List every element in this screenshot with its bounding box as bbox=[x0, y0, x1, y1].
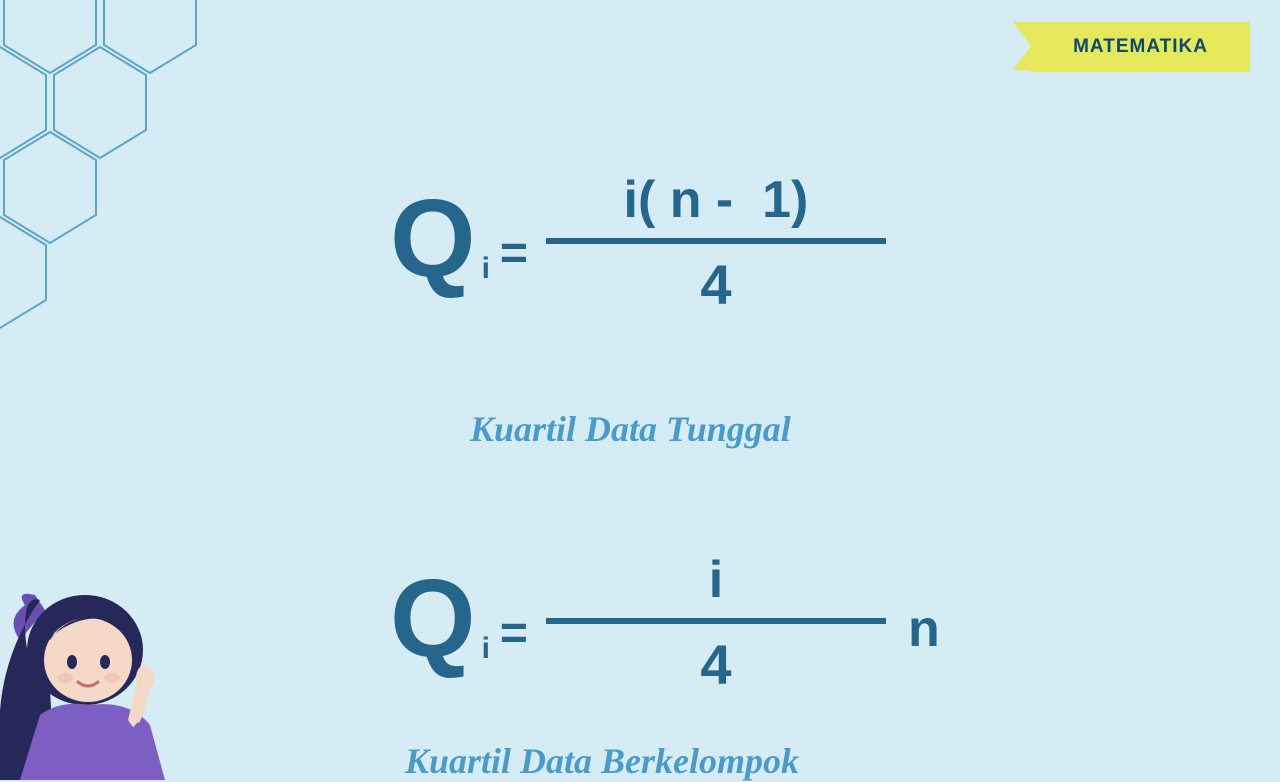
formula-trailing: n bbox=[908, 599, 940, 659]
equals-sign: = bbox=[500, 606, 528, 661]
formula-subscript: i bbox=[482, 252, 490, 286]
formula-symbol: Q bbox=[390, 564, 476, 674]
fraction-line bbox=[546, 618, 886, 624]
formula-fraction: i( n - 1) 4 bbox=[546, 170, 886, 317]
fraction-line bbox=[546, 238, 886, 244]
subtitle-grouped-data: Kuartil Data Berkelompok bbox=[405, 740, 799, 782]
hexagon-decoration bbox=[0, 0, 340, 360]
formula-single-data: Q i = i( n - 1) 4 bbox=[390, 160, 886, 317]
formula-subscript: i bbox=[482, 632, 490, 666]
badge-label: MATEMATIKA bbox=[1073, 36, 1208, 57]
formula-grouped-data: Q i = i 4 n bbox=[390, 540, 940, 697]
formula-denominator: 4 bbox=[700, 252, 731, 317]
equals-sign: = bbox=[500, 226, 528, 281]
formula-denominator: 4 bbox=[700, 632, 731, 697]
formula-fraction: i 4 bbox=[546, 550, 886, 697]
subtitle-single-data: Kuartil Data Tunggal bbox=[470, 408, 791, 450]
subject-badge: MATEMATIKA bbox=[1031, 22, 1250, 72]
formula-symbol: Q bbox=[390, 184, 476, 294]
character-illustration bbox=[0, 550, 210, 780]
formula-numerator: i bbox=[709, 550, 723, 610]
formula-numerator: i( n - 1) bbox=[624, 170, 809, 230]
